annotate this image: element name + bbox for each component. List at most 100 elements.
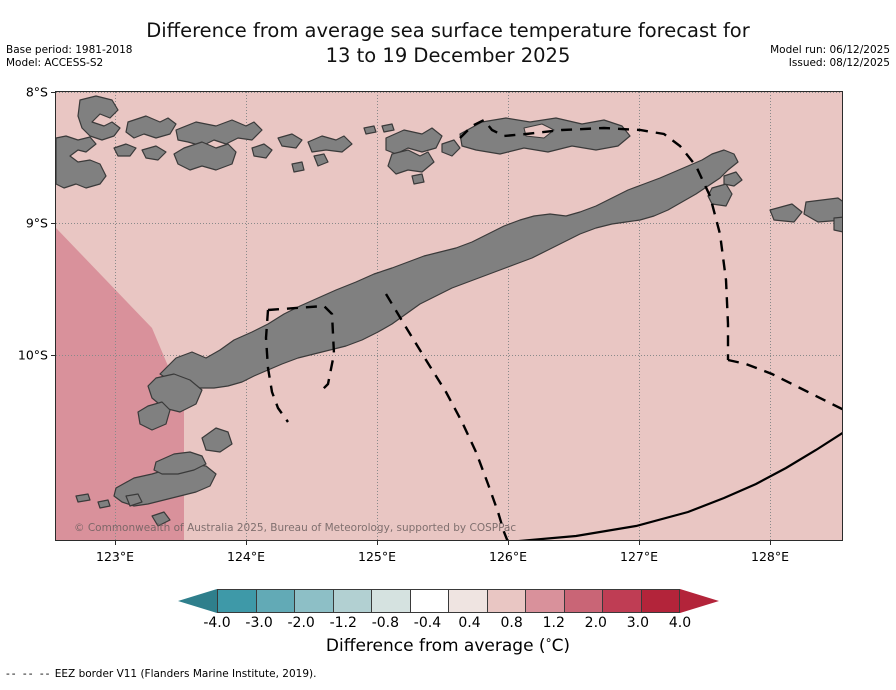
colorbar-label-0: -4.0 <box>203 615 231 631</box>
ytick-label-8s: 8°S <box>25 84 48 100</box>
eez-note-text: EEZ border V11 (Flanders Marine Institut… <box>54 668 317 680</box>
land-timor <box>159 149 739 389</box>
eez-enclave-left <box>264 309 289 423</box>
land-rote-tiny1 <box>125 493 143 507</box>
land-islet-e <box>307 135 353 153</box>
xtick-mark-126e <box>508 541 509 545</box>
eez-east-line <box>727 358 842 411</box>
land-islet-h <box>411 173 425 185</box>
title-line-2: 13 to 19 December 2025 <box>325 44 571 67</box>
colorbar-label-11: 4.0 <box>668 615 692 631</box>
land-alor <box>175 119 263 147</box>
xtick-label-127e: 127°E <box>619 549 659 564</box>
land-islet-g <box>441 139 461 157</box>
land-timor-notch <box>201 427 233 453</box>
land-rote-speck1 <box>75 493 91 503</box>
map-svg <box>56 92 842 540</box>
land-islet-small3 <box>291 161 305 173</box>
issued-text: Issued: 08/12/2025 <box>788 57 890 69</box>
xtick-label-128e: 128°E <box>750 549 790 564</box>
eez-north-line <box>459 118 730 360</box>
land-islet-d <box>277 133 303 149</box>
metadata-left: Base period: 1981-2018 Model: ACCESS-S2 <box>6 44 132 70</box>
colorbar-segment-4 <box>372 590 411 612</box>
maritime-boundary-line <box>518 431 842 540</box>
land-islet-f <box>313 153 329 167</box>
colorbar-segment-9 <box>564 590 603 612</box>
graticule <box>56 92 842 540</box>
degree-symbol: ° <box>545 636 552 651</box>
colorbar-segment-0 <box>218 590 257 612</box>
land-lembata <box>77 95 121 141</box>
colorbar-under-arrow <box>178 589 217 613</box>
colorbar-label-1: -3.0 <box>245 615 273 631</box>
map-plot-area: © Commonwealth of Australia 2025, Bureau… <box>18 85 843 564</box>
metadata-right: Model run: 06/12/2025 Issued: 08/12/2025 <box>770 44 890 70</box>
land-semau <box>137 401 171 431</box>
colorbar-segment-8 <box>526 590 565 612</box>
eez-enclave <box>267 304 336 393</box>
page-title: Difference from average sea surface temp… <box>0 18 896 68</box>
land-islet-small2 <box>381 123 395 133</box>
land-rote-speck2 <box>97 499 111 509</box>
xtick-mark-128e <box>770 541 771 545</box>
model-text: Model: ACCESS-S2 <box>6 57 104 69</box>
title-line-1: Difference from average sea surface temp… <box>146 19 750 42</box>
xtick-mark-124e <box>246 541 247 545</box>
ytick-label-10s: 10°S <box>17 347 48 363</box>
map-credit: © Commonwealth of Australia 2025, Bureau… <box>74 522 517 534</box>
colorbar-segment-7 <box>487 590 526 612</box>
colorbar-title-unit: C) <box>551 636 571 656</box>
land-islet-romang-b <box>803 197 842 223</box>
colorbar-title-text: Difference from average ( <box>325 636 546 656</box>
colorbar-segment-5 <box>410 590 449 612</box>
colorbar-label-8: 1.2 <box>542 615 565 631</box>
colorbar-segment-3 <box>333 590 372 612</box>
land-islet-small1 <box>363 125 377 135</box>
colorbar-label-5: -0.4 <box>413 615 442 631</box>
map-canvas: © Commonwealth of Australia 2025, Bureau… <box>55 91 843 541</box>
eez-borders <box>264 118 842 540</box>
xtick-mark-125e <box>377 541 378 545</box>
land-alor-south <box>173 141 237 171</box>
footer-note: -- -- -- EEZ border V11 (Flanders Marine… <box>6 668 316 680</box>
eez-dash-sample: -- -- -- <box>6 668 52 680</box>
land-islet-kisar <box>707 183 733 207</box>
eez-south-line <box>384 293 509 540</box>
ytick-mark-10s <box>51 355 55 356</box>
xtick-label-125e: 125°E <box>357 549 397 564</box>
colorbar-label-6: 0.4 <box>458 615 481 631</box>
land-rote-b <box>153 451 207 475</box>
land-islet-b <box>141 145 167 161</box>
xtick-label-126e: 126°E <box>488 549 528 564</box>
colorbar-segment-10 <box>603 590 642 612</box>
ytick-mark-8s <box>51 92 55 93</box>
base-period-text: Base period: 1981-2018 <box>6 44 133 56</box>
colorbar-segment-6 <box>449 590 488 612</box>
colorbar-segment-2 <box>295 590 334 612</box>
colorbar-label-7: 0.8 <box>500 615 523 631</box>
land-pantar <box>125 115 177 139</box>
land-islet-a <box>113 143 137 157</box>
colorbar-segments <box>217 589 680 613</box>
xtick-label-124e: 124°E <box>226 549 266 564</box>
colorbar-segment-11 <box>641 590 679 612</box>
landmasses <box>56 95 842 527</box>
colorbar-segment-1 <box>256 590 295 612</box>
land-islet-romang-c <box>833 216 842 233</box>
ytick-mark-9s <box>51 223 55 224</box>
colorbar: -4.0 -3.0 -2.0 -1.2 -0.8 -0.4 0.4 0.8 1.2 2.0 3.0 4… <box>176 589 721 631</box>
colorbar-over-arrow <box>680 589 719 613</box>
land-flores <box>56 135 107 189</box>
colorbar-label-3: -1.2 <box>329 615 357 631</box>
model-run-text: Model run: 06/12/2025 <box>770 44 890 56</box>
xtick-mark-123e <box>115 541 116 545</box>
colorbar-label-4: -0.8 <box>371 615 400 631</box>
colorbar-title: Difference from average (°C) <box>0 636 896 656</box>
land-timor-east-tip <box>723 171 743 187</box>
colorbar-label-2: -2.0 <box>287 615 315 631</box>
sst-band-1p2-2p0 <box>56 228 184 540</box>
land-wetar-west <box>385 127 443 155</box>
land-rote-tiny2 <box>151 511 171 527</box>
ytick-label-9s: 9°S <box>25 215 48 231</box>
